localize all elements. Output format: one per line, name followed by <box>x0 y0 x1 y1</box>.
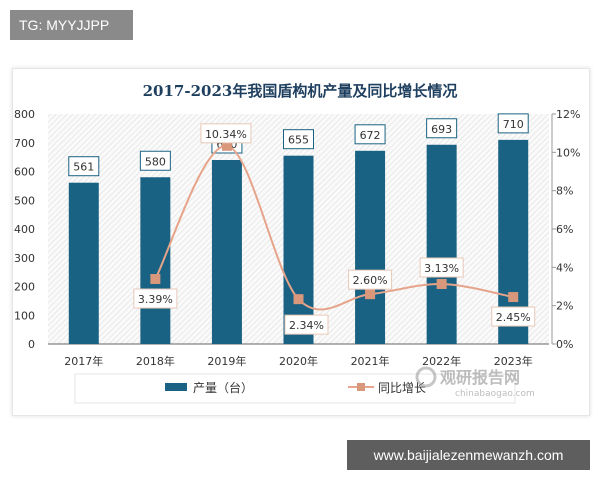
tag-label: TG: MYYJJPP <box>10 10 133 40</box>
y-left-tick-label: 200 <box>14 281 35 294</box>
bar <box>68 182 99 344</box>
bar-label-box <box>354 124 386 145</box>
y-left-tick-label: 100 <box>14 309 35 322</box>
watermark-url: www.baijialezenmewanzh.com <box>347 440 590 470</box>
x-tick-label: 2020年 <box>279 354 318 368</box>
line-marker <box>365 289 376 300</box>
y-right-tick-label: 2% <box>556 300 573 313</box>
y-right-tick-label: 4% <box>556 261 573 274</box>
line-label: 3.13% <box>424 262 459 275</box>
x-tick-label: 2022年 <box>422 354 461 368</box>
y-right-tick-label: 12% <box>556 108 580 121</box>
line-label: 2.60% <box>353 274 388 287</box>
line-label-box <box>133 288 178 309</box>
legend-label-production: 产量（台） <box>193 380 253 395</box>
line-marker <box>293 294 304 305</box>
line-label: 10.34% <box>205 128 247 141</box>
legend-label-growth: 同比增长 <box>378 381 426 395</box>
line-label: 2.45% <box>496 311 531 324</box>
line-label-box <box>348 269 393 290</box>
y-left-tick-label: 300 <box>14 252 35 265</box>
y-right-tick-label: 8% <box>556 185 573 198</box>
bar <box>426 144 457 344</box>
x-tick-label: 2018年 <box>136 354 175 368</box>
line-marker <box>221 140 232 151</box>
bar-label: 655 <box>288 134 309 147</box>
bar-label: 710 <box>503 118 524 131</box>
line-marker <box>508 292 519 303</box>
line-label: 3.39% <box>138 293 173 306</box>
legend-line-swatch <box>357 383 365 391</box>
bar-label-box <box>497 113 529 134</box>
y-left-tick-label: 800 <box>14 108 35 121</box>
y-left-tick-label: 500 <box>14 194 35 207</box>
bar-label-box <box>139 150 171 171</box>
bar <box>283 155 314 344</box>
y-right-tick-label: 0% <box>556 338 573 351</box>
svg-text:chinabaogao.com: chinabaogao.com <box>455 389 535 399</box>
y-left-tick-label: 600 <box>14 166 35 179</box>
bar-label-box <box>426 118 458 139</box>
line-label-box <box>491 306 536 327</box>
line-label: 2.34% <box>289 319 324 332</box>
svg-text:观研报告网: 观研报告网 <box>440 368 520 387</box>
y-left-tick-label: 400 <box>14 223 35 236</box>
y-right-tick-label: 6% <box>556 223 573 236</box>
chart-title: 2017-2023年我国盾构机产量及同比增长情况 <box>143 82 458 100</box>
line-label-box <box>200 123 252 144</box>
x-tick-label: 2023年 <box>494 354 533 368</box>
chinabaogao-logo: 观研报告网 chinabaogao.com <box>415 366 535 399</box>
line-label-box <box>419 257 464 278</box>
bar-label: 580 <box>145 155 166 168</box>
bar <box>211 160 242 344</box>
y-right-tick-label: 10% <box>556 146 580 159</box>
bar <box>140 177 171 344</box>
legend-bar-swatch <box>165 383 187 391</box>
bar-label: 561 <box>73 161 94 174</box>
legend: 产量（台） 同比增长 <box>74 373 516 404</box>
bar <box>355 150 386 344</box>
bar-label-box <box>68 156 100 177</box>
y-left-tick-label: 0 <box>28 338 35 351</box>
x-tick-label: 2021年 <box>351 354 390 368</box>
line-label-box <box>284 314 329 335</box>
x-tick-label: 2017年 <box>64 354 103 368</box>
bar-label-box <box>283 129 314 150</box>
bar-label: 693 <box>431 123 452 136</box>
line-marker <box>436 279 447 290</box>
bar-label: 672 <box>360 129 381 142</box>
y-left-tick-label: 700 <box>14 137 35 150</box>
x-tick-label: 2019年 <box>207 354 246 368</box>
line-marker <box>150 274 161 285</box>
